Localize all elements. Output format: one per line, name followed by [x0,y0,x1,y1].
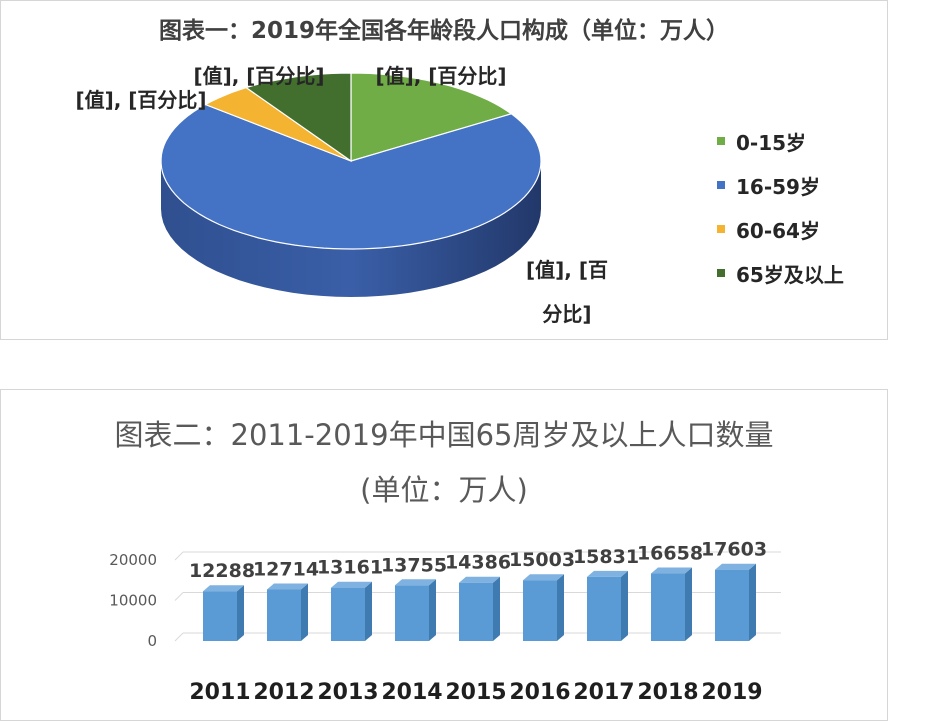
legend-marker-0-15 [717,137,725,145]
bar-chart-plot: 0 10000 20000 1228812714131611375514386150… [109,539,781,705]
bar-2016 [523,574,564,641]
bar-data-label: 16658 [637,543,703,565]
y-tick-label: 10000 [109,592,157,610]
bar-data-label: 12288 [189,560,255,582]
legend-label: 65岁及以上 [736,262,844,287]
pie-chart-panel: 图表一：2019年全国各年龄段人口构成（单位：万人） [值], [百分比] [值]… [0,0,888,340]
x-tick-label: 2011 [189,680,250,705]
bar-chart-title-line1: 图表二：2011-2019年中国65周岁及以上人口数量 [114,418,774,452]
bar-data-label: 15003 [509,549,575,571]
bar-2012 [267,583,308,641]
bar-data-label: 14386 [445,552,511,574]
bar-2013 [331,581,372,641]
bar-data-label: 17603 [701,539,767,561]
pie-legend: 0-15岁 16-59岁 60-64岁 65岁及以上 [717,119,844,295]
legend-item-65-plus: 65岁及以上 [717,251,844,295]
bar-chart-title-line2: (单位：万人) [360,473,528,507]
legend-marker-16-59 [717,181,725,189]
legend-item-16-59: 16-59岁 [717,163,844,207]
pie-slice-0-15 [350,72,513,162]
x-tick-label: 2015 [445,680,506,705]
bar-2018 [651,567,692,641]
pie-chart-plot: [值], [百分比][值], [百分比][值], [百分比][值], [百分比] [75,64,608,326]
bar-2015 [459,576,500,641]
bar-chart-panel: 图表二：2011-2019年中国65周岁及以上人口数量 (单位：万人) 0 100… [0,389,888,721]
pie-slice-60-64 [203,86,352,162]
bar-2019 [715,563,756,641]
legend-label: 60-64岁 [736,218,820,243]
bar-2014 [395,579,436,641]
legend-marker-60-64 [717,225,725,233]
pie-side-16-59 [161,161,541,297]
pie-data-label-65-plus: [值], [百分比] [193,64,324,88]
legend-marker-65-plus [717,269,725,277]
bar-2017 [587,570,628,641]
x-tick-label: 2018 [637,680,698,705]
bar-data-label: 13161 [317,557,383,579]
pie-data-label-0-15: [值], [百分比] [375,64,506,88]
legend-item-0-15: 0-15岁 [717,119,844,163]
legend-label: 0-15岁 [736,130,807,155]
legend-item-60-64: 60-64岁 [717,207,844,251]
y-tick-label: 0 [147,632,157,650]
bar-2011 [203,585,244,641]
x-tick-label: 2014 [381,680,442,705]
pie-data-label-60-64: [值], [百分比] [75,88,206,112]
pie-chart-title: 图表一：2019年全国各年龄段人口构成（单位：万人） [158,18,729,44]
x-tick-label: 2016 [509,680,570,705]
bar-data-label: 13755 [381,554,447,576]
pie-data-label-16-59: [值], [百分比] [526,258,608,326]
x-tick-label: 2013 [317,680,378,705]
pie-slice-16-59 [160,103,542,250]
x-tick-label: 2012 [253,680,314,705]
bar-data-label: 15831 [573,546,639,568]
legend-label: 16-59岁 [736,174,820,199]
bar-data-label: 12714 [253,559,319,581]
x-tick-label: 2019 [701,680,762,705]
pie-slice-65-plus [244,72,352,163]
y-tick-label: 20000 [109,551,157,569]
x-tick-label: 2017 [573,680,634,705]
